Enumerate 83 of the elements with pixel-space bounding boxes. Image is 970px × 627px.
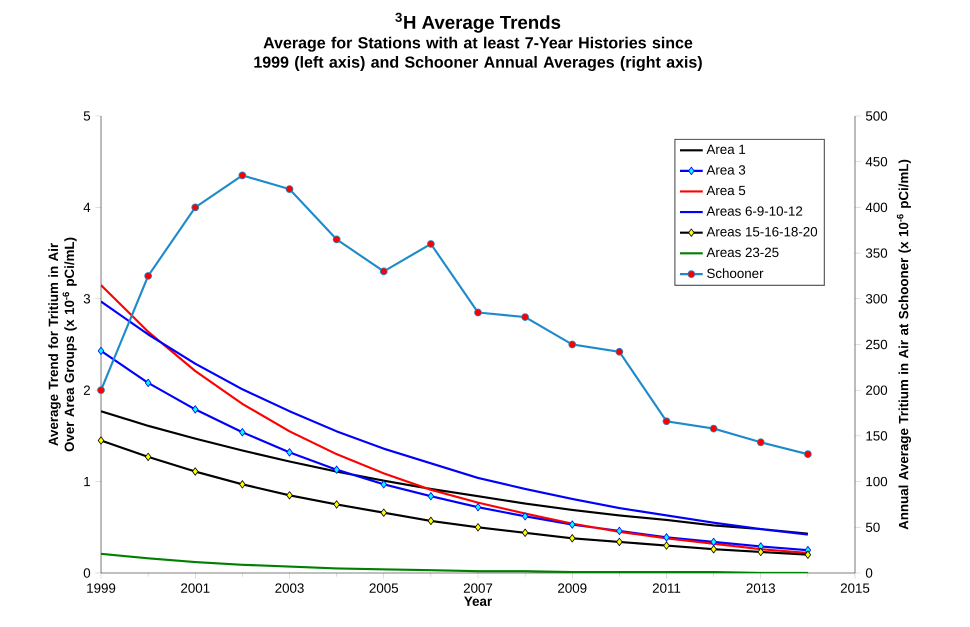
- x-axis-title: Year: [464, 596, 492, 606]
- x-tick-label: 2011: [652, 583, 680, 593]
- point: [144, 452, 152, 462]
- chart-subtitle: Average for Stations with at least 7-Year Histories since 1999 (left axis) and Schooner Annual Averages (right axis): [254, 36, 702, 72]
- legend-label: Area 3: [706, 165, 746, 175]
- point: [616, 526, 623, 536]
- x-tick-label: 2005: [370, 583, 398, 593]
- point: [522, 528, 528, 537]
- y-tick-label: 0: [84, 568, 90, 578]
- y2-tick-label: 350: [866, 248, 888, 258]
- point: [663, 533, 670, 542]
- point: [521, 313, 529, 321]
- point: [144, 272, 152, 280]
- legend-label: Areas 15-16-18-20: [706, 227, 818, 236]
- legend-label: Areas 23-25: [706, 248, 779, 258]
- point: [333, 466, 340, 474]
- point: [144, 378, 152, 388]
- point: [192, 467, 198, 476]
- point: [191, 204, 200, 212]
- point: [758, 548, 764, 556]
- point: [663, 541, 670, 550]
- x-tick-label: 2003: [275, 583, 304, 593]
- point: [427, 240, 435, 248]
- point: [98, 436, 104, 445]
- point: [238, 172, 246, 180]
- point: [380, 508, 387, 517]
- x-tick-label: 2009: [558, 583, 586, 593]
- point: [710, 538, 717, 546]
- legend-label: Areas 6-9-10-12: [706, 206, 802, 216]
- x-tick-label: 2001: [181, 583, 210, 593]
- point: [568, 340, 576, 348]
- y2-tick-label: 450: [866, 156, 888, 166]
- x-tick-label: 1999: [87, 583, 116, 593]
- y-tick-label: 1: [84, 476, 90, 486]
- point: [662, 417, 670, 426]
- y2-tick-label: 0: [866, 568, 872, 578]
- point: [239, 428, 246, 436]
- point: [428, 516, 434, 526]
- point: [428, 492, 434, 500]
- point: [97, 386, 105, 394]
- chart-title: $^{3}$H Average Trends: [395, 12, 560, 33]
- point: [616, 538, 623, 546]
- y2-tick-label: 200: [866, 385, 888, 395]
- y2-axis-title: Annual Average Tritium in Air at Schooner (x 10$^{-6}$ pCi/mL): [896, 160, 911, 530]
- y2-tick-label: 500: [866, 111, 888, 121]
- point: [98, 346, 104, 356]
- point: [710, 424, 718, 432]
- point: [333, 500, 340, 509]
- point: [380, 480, 387, 488]
- y2-tick-label: 250: [866, 340, 888, 350]
- y2-tick-label: 400: [866, 202, 888, 212]
- point: [192, 405, 198, 414]
- point: [756, 438, 765, 446]
- x-tick-label: 2013: [746, 583, 775, 593]
- y-tick-label: 4: [84, 202, 90, 212]
- y-tick-label: 3: [84, 294, 90, 304]
- legend-label: Area 5: [706, 186, 746, 196]
- point: [239, 480, 246, 488]
- point: [332, 236, 340, 244]
- point: [286, 491, 293, 500]
- y2-tick-label: 50: [866, 522, 880, 532]
- y2-tick-label: 150: [866, 431, 888, 441]
- point: [804, 450, 812, 458]
- y-tick-label: 5: [84, 111, 90, 121]
- legend-label: Area 1: [706, 144, 746, 154]
- point: [569, 520, 576, 529]
- point: [616, 348, 624, 356]
- y2-tick-label: 300: [866, 294, 888, 304]
- point: [380, 268, 388, 276]
- point: [522, 512, 528, 520]
- point: [474, 308, 482, 316]
- point: [474, 503, 482, 512]
- y2-tick-label: 100: [866, 476, 888, 486]
- x-tick-label: 2007: [464, 583, 492, 593]
- legend-label: Schooner: [707, 268, 764, 278]
- point: [286, 448, 293, 456]
- x-tick-label: 2015: [840, 583, 870, 593]
- y-tick-label: 2: [84, 386, 90, 395]
- point: [286, 185, 294, 193]
- point: [804, 550, 812, 559]
- point: [710, 545, 717, 554]
- point: [569, 534, 576, 542]
- point: [474, 523, 482, 532]
